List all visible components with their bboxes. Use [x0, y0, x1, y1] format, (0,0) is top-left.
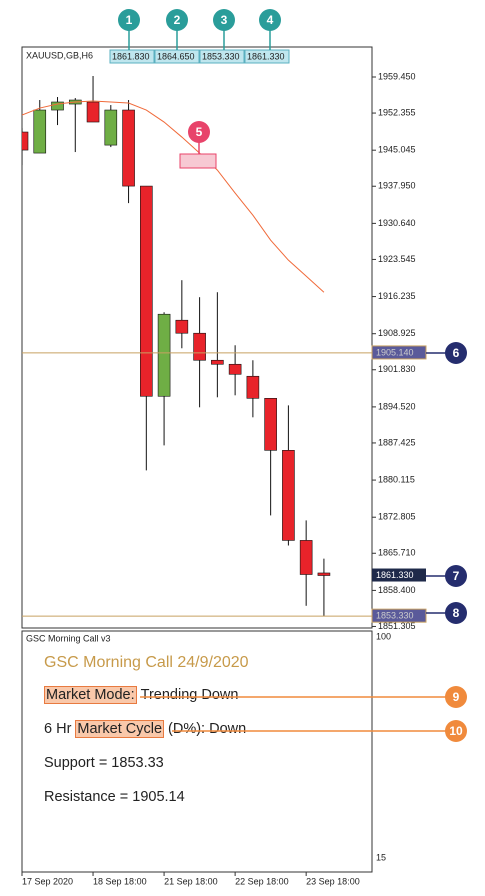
y-tick-label: 1959.450: [378, 71, 416, 81]
y-tick-label: 1872.805: [378, 512, 416, 522]
candle-body: [193, 332, 206, 361]
ohlc-box: [199, 49, 245, 64]
ohlc-box: [244, 49, 290, 64]
indicator-text: 6 Hr: [44, 721, 72, 737]
y-tick-label: 1901.830: [378, 364, 416, 374]
x-tick-label: 18 Sep 18:00: [93, 876, 147, 886]
candle-body: [51, 101, 64, 111]
y-tick-label: 1880.115: [378, 474, 415, 484]
y-tick-label: 1945.045: [378, 145, 416, 155]
candle-body: [282, 450, 295, 541]
price-box-label: 1853.330: [376, 611, 414, 621]
candle-body: [140, 185, 153, 397]
indicator-text: Trending Down: [140, 687, 239, 703]
y-tick-label: 1858.400: [378, 585, 416, 595]
candle-body: [157, 313, 171, 397]
candle-body: [299, 540, 313, 575]
ohlc-box: [109, 49, 155, 64]
candle-body: [246, 375, 260, 399]
candle-body: [86, 101, 100, 123]
candle-body: [211, 359, 224, 365]
candle-body: [317, 572, 331, 576]
y-tick-label: 1952.355: [378, 107, 416, 117]
x-tick-label: 17 Sep 2020: [22, 876, 73, 886]
indicator-title: GSC Morning Call 24/9/2020: [44, 654, 249, 671]
plot: [22, 75, 331, 617]
indicator-line: Resistance = 1905.14: [44, 789, 189, 805]
price-box-label: 1905.140: [376, 347, 414, 357]
candle-body: [264, 398, 277, 451]
indicator-text: Market Cycle: [75, 720, 165, 738]
price-box: [371, 608, 427, 623]
indicator-line: 6 Hr Market Cycle (D%): Down: [44, 720, 250, 738]
y-tick-label: 1894.520: [378, 401, 416, 411]
indicator-text: Market Mode:: [44, 686, 137, 704]
x-tick-label: 23 Sep 18:00: [306, 876, 360, 886]
y-tick-label: 1930.640: [378, 218, 416, 228]
ohlc-label: 1861.830: [112, 51, 150, 61]
x-tick-label: 22 Sep 18:00: [235, 876, 289, 886]
indicator-name: GSC Morning Call v3: [26, 633, 111, 643]
y-tick-label: 1923.545: [378, 254, 416, 264]
y-tick-label: 1908.925: [378, 328, 416, 338]
price-panel: [21, 46, 373, 629]
y-tick-label: 1865.710: [378, 548, 416, 558]
indicator-y-tick: 15: [376, 852, 386, 862]
candle-body: [175, 319, 189, 334]
candle-body: [22, 131, 29, 151]
ohlc-label: 1864.650: [157, 51, 195, 61]
indicator-panel: [21, 630, 373, 873]
y-tick-label: 1937.950: [378, 181, 416, 191]
candle-body: [104, 109, 118, 146]
indicator-text: Resistance = 1905.14: [44, 789, 185, 805]
y-tick-label: 1851.305: [378, 621, 416, 631]
indicator-line: Support = 1853.33: [44, 755, 168, 771]
candle-body: [122, 109, 135, 187]
indicator-text: (D%): Down: [168, 721, 247, 737]
x-tick-label: 21 Sep 18:00: [164, 876, 218, 886]
candle-body: [228, 363, 242, 375]
y-tick-label: 1887.425: [378, 437, 416, 447]
y-tick-label: 1916.235: [378, 291, 416, 301]
moving-average: [22, 100, 325, 293]
current-price-box: [372, 568, 426, 582]
current-price-label: 1861.330: [376, 570, 414, 580]
ohlc-label: 1861.330: [247, 51, 285, 61]
indicator-line: Market Mode: Trending Down: [44, 686, 242, 704]
ohlc-box: [154, 49, 200, 64]
indicator-text: Support = 1853.33: [44, 755, 164, 771]
ohlc-label: 1853.330: [202, 51, 240, 61]
symbol: XAUUSD,GB,H6: [26, 50, 93, 60]
indicator-y-tick: 100: [376, 631, 391, 641]
candle-body: [33, 109, 47, 154]
